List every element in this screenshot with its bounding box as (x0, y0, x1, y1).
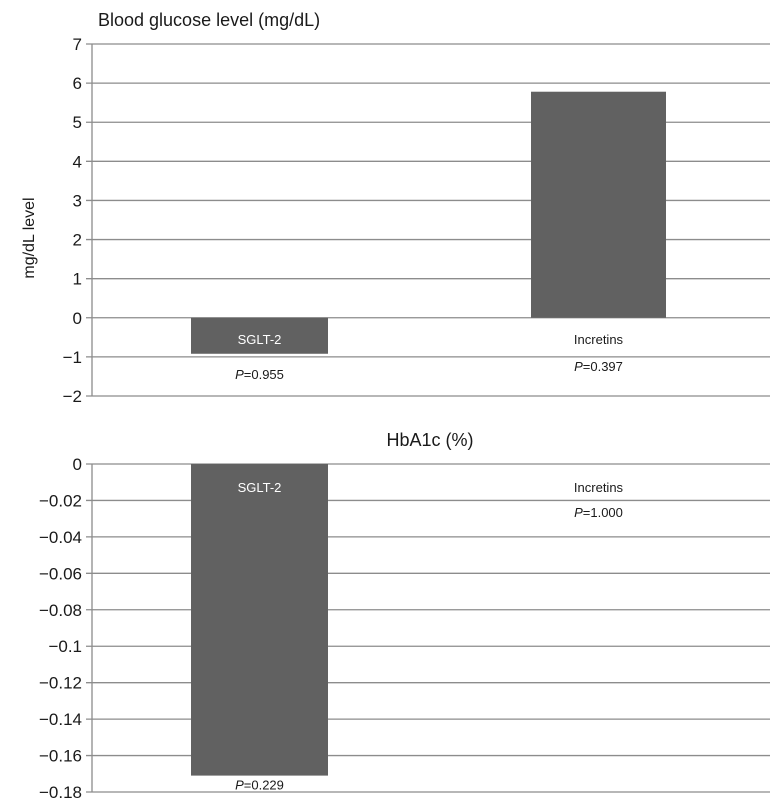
y-tick-label: 6 (73, 74, 82, 93)
category-label: Incretins (574, 480, 624, 495)
y-tick-label: 2 (73, 231, 82, 250)
blood-glucose-chart: Blood glucose level (mg/dL) mg/dL level … (21, 10, 770, 406)
category-label: SGLT-2 (238, 480, 282, 495)
y-tick-label: 5 (73, 113, 82, 132)
chart-title: HbA1c (%) (386, 430, 473, 450)
p-value-label: P=1.000 (574, 505, 623, 520)
y-tick-label: −2 (63, 387, 82, 406)
y-tick-label: −0.1 (48, 637, 82, 656)
y-tick-label: −0.08 (39, 601, 82, 620)
y-tick-label: −0.02 (39, 491, 82, 510)
y-tick-label: 0 (73, 309, 82, 328)
y-tick-label: 7 (73, 35, 82, 54)
y-tick-label: −0.14 (39, 710, 82, 729)
chart-title: Blood glucose level (mg/dL) (98, 10, 320, 30)
p-value-label: P=0.955 (235, 367, 284, 382)
bar-sglt-2 (191, 464, 328, 776)
y-tick-label: 1 (73, 270, 82, 289)
p-value-label: P=0.397 (574, 359, 623, 374)
category-label: Incretins (574, 332, 624, 347)
hba1c-chart: HbA1c (%) 0 −0.02 −0.04 −0.06 −0.08 −0.1 −0.12… (39, 430, 770, 799)
y-tick-label: −0.16 (39, 747, 82, 766)
y-axis-label: mg/dL level (21, 197, 38, 278)
y-tick-label: 4 (73, 152, 82, 171)
y-tick-label: 0 (73, 455, 82, 474)
bar-incretins (531, 91, 666, 318)
category-label: SGLT-2 (238, 332, 282, 347)
y-tick-label: −1 (63, 348, 82, 367)
y-tick-label: −0.18 (39, 783, 82, 799)
y-tick-label: −0.12 (39, 674, 82, 693)
bar-sglt-2 (191, 317, 328, 354)
y-tick-label: −0.06 (39, 564, 82, 583)
p-value-label: P=0.229 (235, 778, 284, 793)
y-tick-label: 3 (73, 191, 82, 210)
y-tick-label: −0.04 (39, 528, 82, 547)
